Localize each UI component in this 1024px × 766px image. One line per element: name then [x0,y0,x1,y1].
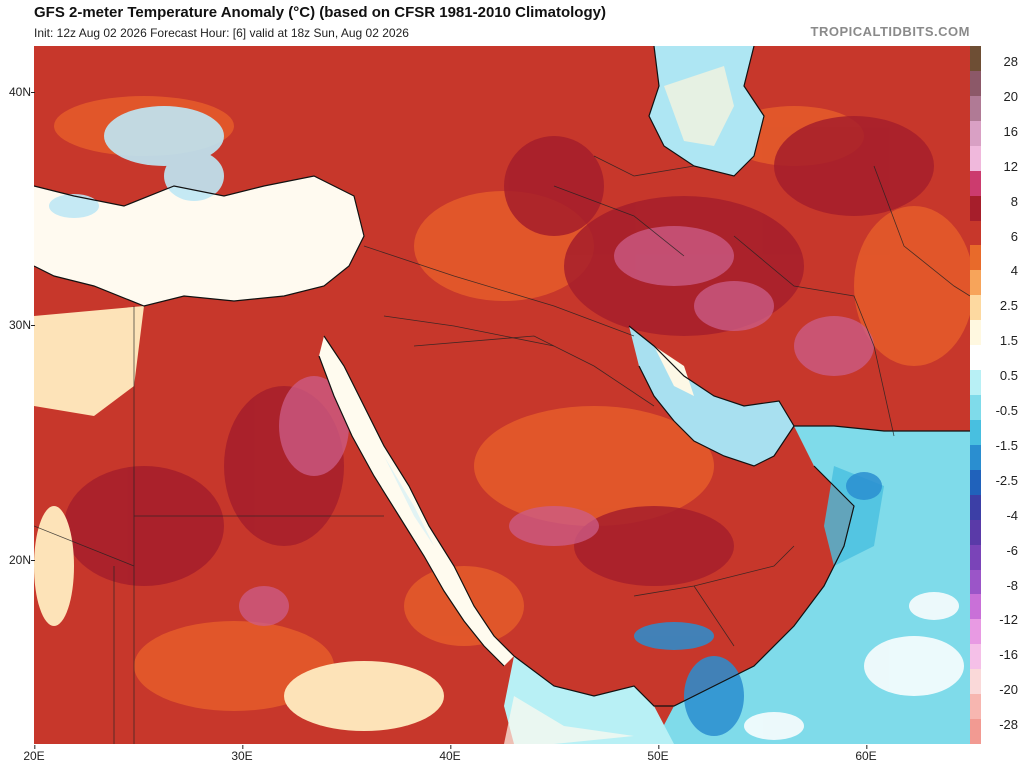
near-normal-patches [34,306,444,731]
colorbar-swatch [970,245,981,271]
lon-label-50e: 50E [647,745,669,763]
lon-label-30e: 30E [231,745,253,763]
anomaly-map [34,46,970,744]
colorbar-swatch [970,494,981,521]
colorbar-label: -20 [999,682,1018,698]
colorbar-label: -4 [1006,507,1018,523]
colorbar-swatch [970,569,981,595]
colorbar-label: 1.5 [999,333,1018,349]
colorbar-swatch [970,70,981,97]
colorbar-swatch [970,295,981,321]
colorbar-swatch [970,544,981,570]
colorbar-label: 12 [1003,158,1018,174]
colorbar-label: 28 [1003,54,1018,69]
colorbar-label: -2.5 [995,472,1018,488]
colorbar-label: -28 [999,717,1018,733]
colorbar-swatch [970,419,981,446]
colorbar-swatch [970,145,981,172]
colorbar-label: 0.5 [999,368,1018,384]
map-title: GFS 2-meter Temperature Anomaly (°C) (ba… [34,4,606,21]
aegean-cool [49,106,224,218]
colorbar-label: 16 [1003,123,1018,139]
colorbar-label: -8 [1006,577,1018,593]
colorbar-label: 20 [1003,88,1018,104]
colorbar-label: 6 [1010,228,1018,244]
colorbar-legend: 28 20 16 12 8 6 4 2.5 1.5 0.5 -0.5 -1.5 -2.5 -4 -6 -8 -1… [970,46,1024,745]
country-borders [34,155,970,744]
coastlines [34,46,970,707]
colorbar-swatch [970,220,981,246]
lon-label-20e: 20E [23,745,45,763]
colorbar-label: 4 [1010,263,1018,279]
colorbar-swatch [970,46,981,72]
colorbar-swatch [970,120,981,147]
colorbar-swatch [970,444,981,471]
colorbar-swatch [970,519,981,546]
mediterranean-sea [34,176,364,306]
colorbar-swatch [970,270,981,296]
colorbar-swatch [970,619,981,645]
colorbar-swatch [970,694,981,720]
colorbar-swatch [970,320,981,346]
colorbar-swatch [970,170,981,197]
colorbar-label: -0.5 [995,403,1018,418]
brand-link[interactable]: TROPICALTIDBITS.COM [810,24,970,39]
lat-label-40n: 40N [0,85,35,99]
colorbar-swatch [970,644,981,670]
near-normal-sea [744,592,964,740]
colorbar-swatch [970,594,981,620]
colorbar-swatch [970,345,981,371]
lat-label-30n: 30N [0,318,35,332]
colorbar-swatch [970,370,981,396]
colorbar-label: 8 [1010,193,1018,209]
colorbar-swatch [970,719,981,745]
colorbar-label: -16 [999,647,1018,663]
colorbar-swatch [970,195,981,221]
cold-sea-spots [634,472,882,736]
pink-hot-spots [239,226,874,626]
colorbar-swatch [970,395,981,421]
lat-label-20n: 20N [0,553,35,567]
persian-gulf [629,326,794,466]
lon-label-40e: 40E [439,745,461,763]
colorbar-swatch [970,469,981,496]
colorbar-label: -1.5 [995,437,1018,453]
colorbar-swatch [970,669,981,695]
colorbar-label: -6 [1006,542,1018,558]
lon-label-60e: 60E [855,745,877,763]
forecast-info: Init: 12z Aug 02 2026 Forecast Hour: [6]… [34,26,409,40]
colorbar-swatch [970,95,981,122]
colorbar-label: -12 [999,612,1018,628]
colorbar-label: 2.5 [999,298,1018,314]
